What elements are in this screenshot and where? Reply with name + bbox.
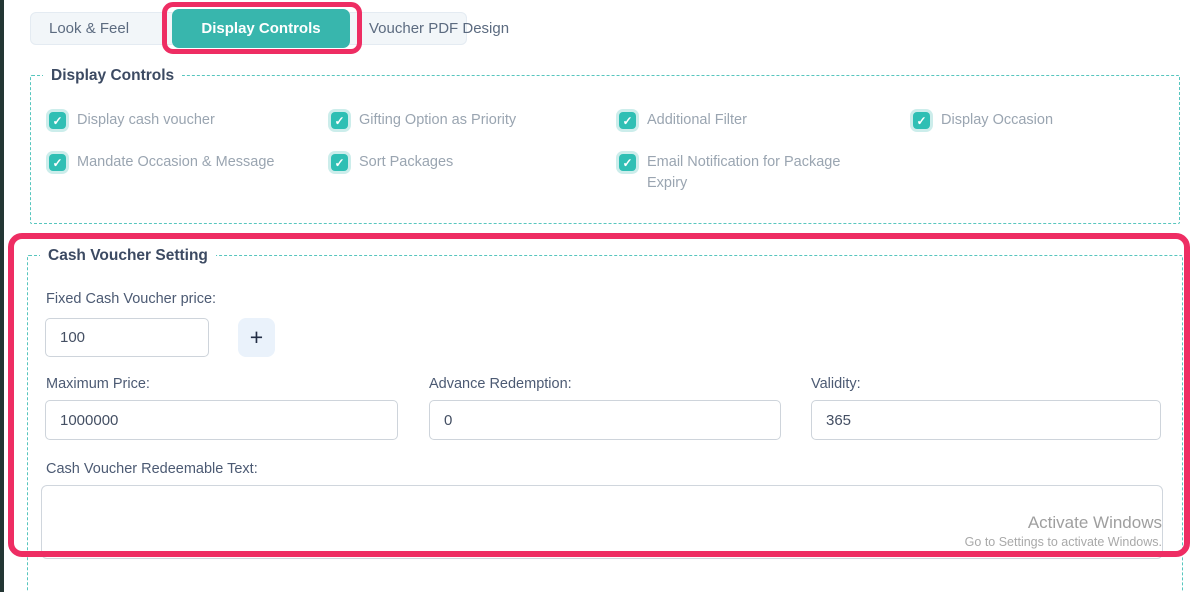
tab-look-and-feel[interactable]: Look & Feel xyxy=(49,20,130,37)
maximum-price-label: Maximum Price: xyxy=(46,376,150,392)
checked-checkbox-icon[interactable]: ✓ xyxy=(913,112,930,129)
checked-checkbox-icon[interactable]: ✓ xyxy=(331,154,348,171)
checkbox-label: Display Occasion xyxy=(941,112,1054,128)
checkbox-mandate-occasion-message[interactable]: ✓ Mandate Occasion & Message xyxy=(49,152,274,173)
advance-redemption-input[interactable] xyxy=(429,400,781,440)
checked-checkbox-icon[interactable]: ✓ xyxy=(619,112,636,129)
fixed-cash-voucher-price-input[interactable] xyxy=(45,318,209,357)
checkbox-label: Display cash voucher xyxy=(77,112,215,128)
checkbox-display-occasion[interactable]: ✓ Display Occasion xyxy=(913,110,1053,131)
window-left-edge xyxy=(0,0,4,592)
checkbox-gifting-option-priority[interactable]: ✓ Gifting Option as Priority xyxy=(331,110,516,131)
checkbox-additional-filter[interactable]: ✓ Additional Filter xyxy=(619,110,747,131)
maximum-price-input[interactable] xyxy=(45,400,398,440)
checkbox-label: Gifting Option as Priority xyxy=(359,112,517,128)
cash-voucher-setting-legend: Cash Voucher Setting xyxy=(40,246,216,266)
validity-input[interactable] xyxy=(811,400,1161,440)
checked-checkbox-icon[interactable]: ✓ xyxy=(331,112,348,129)
checked-checkbox-icon[interactable]: ✓ xyxy=(619,154,636,171)
checkbox-display-cash-voucher[interactable]: ✓ Display cash voucher xyxy=(49,110,215,131)
cash-voucher-redeemable-text-input[interactable] xyxy=(41,485,1163,559)
checked-checkbox-icon[interactable]: ✓ xyxy=(49,112,66,129)
checkbox-sort-packages[interactable]: ✓ Sort Packages xyxy=(331,152,453,173)
checkbox-label: Sort Packages xyxy=(359,154,454,170)
cash-voucher-setting-section: Cash Voucher Setting Fixed Cash Voucher … xyxy=(27,246,1183,592)
advance-redemption-label: Advance Redemption: xyxy=(429,376,572,392)
display-controls-section: Display Controls ✓ Display cash voucher … xyxy=(30,66,1180,224)
tab-display-controls[interactable]: Display Controls xyxy=(172,9,350,48)
validity-label: Validity: xyxy=(811,376,861,392)
checkbox-label: Additional Filter xyxy=(647,112,747,128)
checkbox-label: Mandate Occasion & Message xyxy=(77,154,275,170)
add-price-button[interactable]: + xyxy=(238,318,275,357)
cash-voucher-redeemable-text-label: Cash Voucher Redeemable Text: xyxy=(46,461,258,477)
display-controls-legend: Display Controls xyxy=(43,66,183,86)
checked-checkbox-icon[interactable]: ✓ xyxy=(49,154,66,171)
checkbox-label: Email Notification for Package Expiry xyxy=(647,154,841,191)
tab-voucher-pdf-design[interactable]: Voucher PDF Design xyxy=(369,20,510,37)
checkbox-email-notification-package-expiry[interactable]: ✓ Email Notification for Package Expiry xyxy=(619,152,865,194)
fixed-cash-voucher-price-label: Fixed Cash Voucher price: xyxy=(46,291,217,307)
